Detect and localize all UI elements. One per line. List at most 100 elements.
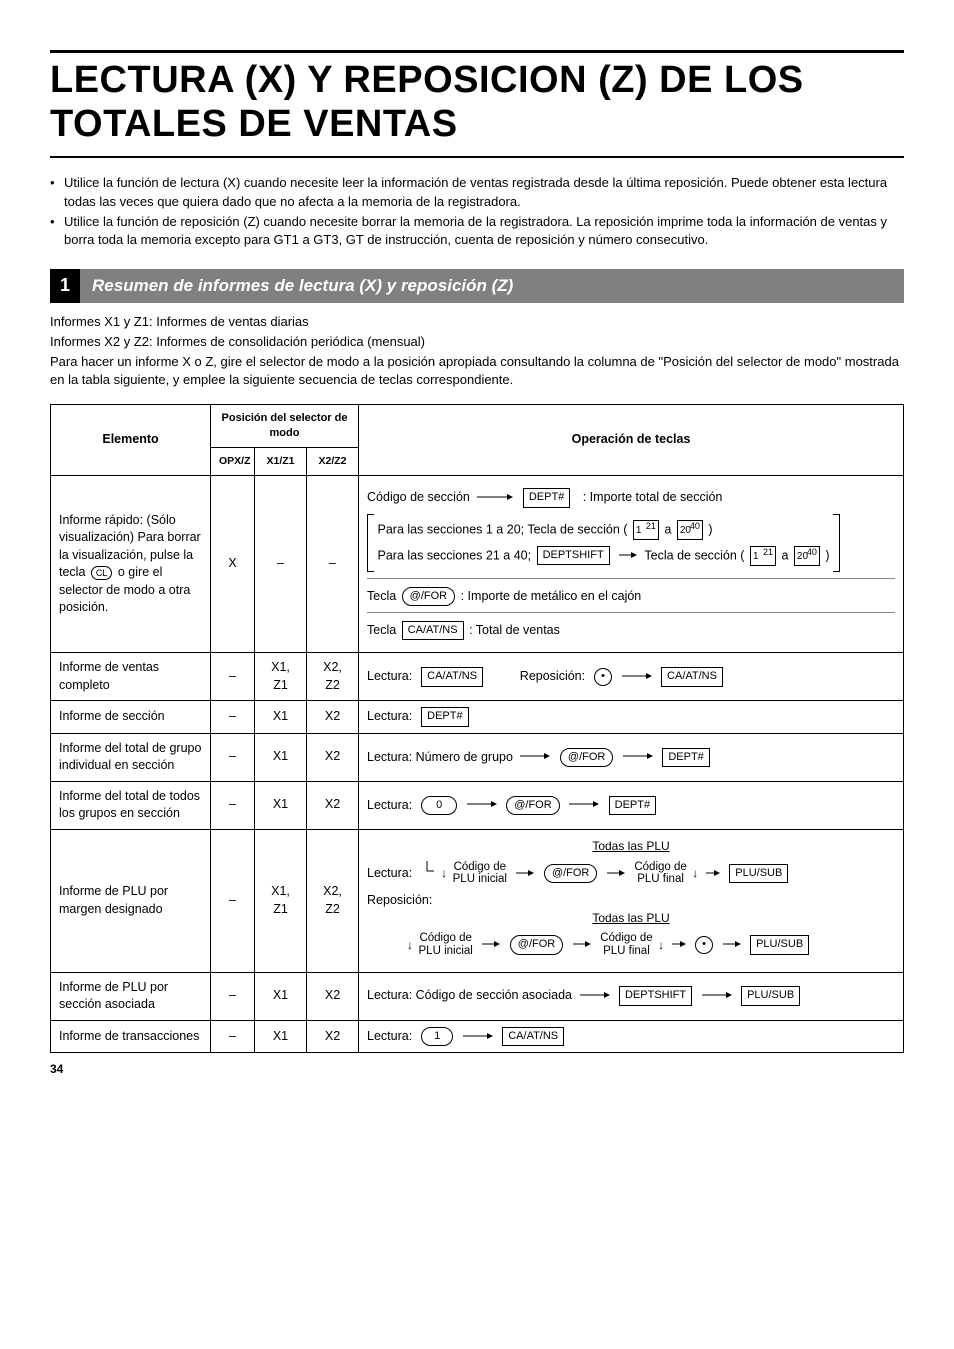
r6-fin: Código dePLU final [634, 861, 686, 886]
cell-x2: – [307, 476, 359, 653]
r1-op-l5b: : Total de ventas [469, 623, 560, 637]
arrow-down-icon: ↓ [658, 937, 664, 954]
cell-opxz: X [211, 476, 255, 653]
section-number: 1 [50, 269, 80, 303]
r6-todas: Todas las PLU [367, 838, 895, 855]
r1-op-l1a: Código de sección [367, 490, 470, 504]
r1-op-l2mid: a [664, 522, 674, 536]
one-key: 1 [421, 1027, 453, 1046]
table-row: Informe de sección – X1 X2 Lectura: DEPT… [51, 701, 904, 733]
r1-op-l5a: Tecla [367, 623, 400, 637]
r6-fin2: Código dePLU final [600, 932, 652, 957]
cell-x1: X1 [255, 781, 307, 829]
cell-elem: Informe de PLU por margen designado [51, 829, 211, 972]
cell-elem: Informe rápido: (Sólo visualización) Par… [51, 476, 211, 653]
arrow-icon [580, 987, 610, 1005]
r6-ini2: Código dePLU inicial [419, 932, 473, 957]
intro-item-1: Utilice la función de lectura (X) cuando… [50, 174, 904, 210]
r1-op-l3: Para las secciones 21 a 40; [378, 548, 532, 562]
cell-elem: Informe del total de todos los grupos en… [51, 781, 211, 829]
cell-x1: X1 [255, 733, 307, 781]
dept-key: DEPT# [421, 707, 468, 726]
dept-key-20-40: 2040 [677, 520, 703, 540]
deptshift-key: DEPTSHIFT [619, 986, 692, 1005]
dot-key: • [594, 668, 612, 686]
r4-lectura: Lectura: Número de grupo [367, 750, 513, 764]
body-p2: Informes X2 y Z2: Informes de consolidac… [50, 333, 904, 351]
intro-list: Utilice la función de lectura (X) cuando… [50, 174, 904, 249]
cell-x1: X1, Z1 [255, 829, 307, 972]
arrow-down-icon: ↓ [407, 937, 413, 954]
deptshift-key: DEPTSHIFT [537, 546, 610, 565]
r6-ini: Código dePLU inicial [453, 861, 507, 886]
r2-lectura: Lectura: [367, 669, 412, 683]
cell-opxz: – [211, 972, 255, 1020]
th-x2z2: X2/Z2 [307, 448, 359, 476]
cell-x2: X2 [307, 781, 359, 829]
cell-op: Lectura: Número de grupo @/FOR DEPT# [359, 733, 904, 781]
arrow-icon [723, 936, 741, 954]
table-row: Informe del total de grupo individual en… [51, 733, 904, 781]
th-operacion: Operación de teclas [359, 404, 904, 475]
table-row: Informe rápido: (Sólo visualización) Par… [51, 476, 904, 653]
page-number: 34 [50, 1061, 904, 1078]
cell-elem: Informe de transacciones [51, 1020, 211, 1052]
cell-x2: X2, Z2 [307, 653, 359, 701]
cell-op: Código de sección DEPT# : Importe total … [359, 476, 904, 653]
cell-op: Lectura: Código de sección asociada DEPT… [359, 972, 904, 1020]
arrow-icon [420, 861, 434, 887]
r1-op-l3a: a [781, 548, 791, 562]
r3-lectura: Lectura: [367, 709, 412, 723]
r2-reposicion: Reposición: [520, 669, 585, 683]
cell-elem: Informe de ventas completo [51, 653, 211, 701]
arrow-icon [702, 987, 732, 1005]
cell-elem: Informe del total de grupo individual en… [51, 733, 211, 781]
r1-op-l2end: ) [708, 522, 712, 536]
cell-op: Lectura: 1 CA/AT/NS [359, 1020, 904, 1052]
cell-x1: X1, Z1 [255, 653, 307, 701]
dept-key: DEPT# [662, 748, 709, 767]
arrow-icon [463, 1028, 493, 1046]
r1-op-l3end: ) [825, 548, 829, 562]
r1-op-l1b: : Importe total de sección [583, 490, 723, 504]
cell-opxz: – [211, 781, 255, 829]
dept-key-1-21: 121 [633, 520, 659, 540]
r6-lectura: Lectura: [367, 866, 412, 880]
r7-lectura: Lectura: Código de sección asociada [367, 988, 572, 1002]
cell-op: Lectura: DEPT# [359, 701, 904, 733]
intro-item-2: Utilice la función de reposición (Z) cua… [50, 213, 904, 249]
arrow-icon [706, 865, 720, 883]
cell-x1: X1 [255, 701, 307, 733]
cell-opxz: – [211, 1020, 255, 1052]
cell-opxz: – [211, 701, 255, 733]
r1-op-l2: Para las secciones 1 a 20; Tecla de secc… [378, 522, 628, 536]
th-x1z1: X1/Z1 [255, 448, 307, 476]
caatns-key: CA/AT/NS [502, 1027, 564, 1046]
cell-opxz: – [211, 829, 255, 972]
cell-x2: X2 [307, 1020, 359, 1052]
table-row: Informe de transacciones – X1 X2 Lectura… [51, 1020, 904, 1052]
section-title: Resumen de informes de lectura (X) y rep… [80, 269, 904, 303]
arrow-icon [516, 865, 534, 883]
plusub-key: PLU/SUB [741, 986, 800, 1005]
dept-key: DEPT# [523, 488, 570, 507]
cell-elem: Informe de sección [51, 701, 211, 733]
arrow-icon [619, 547, 637, 565]
atfor-key: @/FOR [560, 748, 613, 767]
arrow-icon [573, 936, 591, 954]
r5-lectura: Lectura: [367, 798, 412, 812]
arrow-icon [482, 936, 500, 954]
dept-key-20-40: 2040 [794, 546, 820, 566]
r8-lectura: Lectura: [367, 1029, 412, 1043]
cell-x1: – [255, 476, 307, 653]
cell-op: Todas las PLU Lectura: ↓ Código dePLU in… [359, 829, 904, 972]
arrow-icon [622, 668, 652, 686]
atfor-key: @/FOR [544, 864, 597, 883]
report-table: Elemento Posición del selector de modo O… [50, 404, 904, 1053]
caatns-key: CA/AT/NS [661, 667, 723, 686]
atfor-key: @/FOR [510, 935, 563, 954]
zero-key: 0 [421, 796, 457, 815]
atfor-key: @/FOR [506, 796, 559, 815]
arrow-icon [477, 489, 513, 507]
r6-reposicion: Reposición: [367, 893, 432, 907]
